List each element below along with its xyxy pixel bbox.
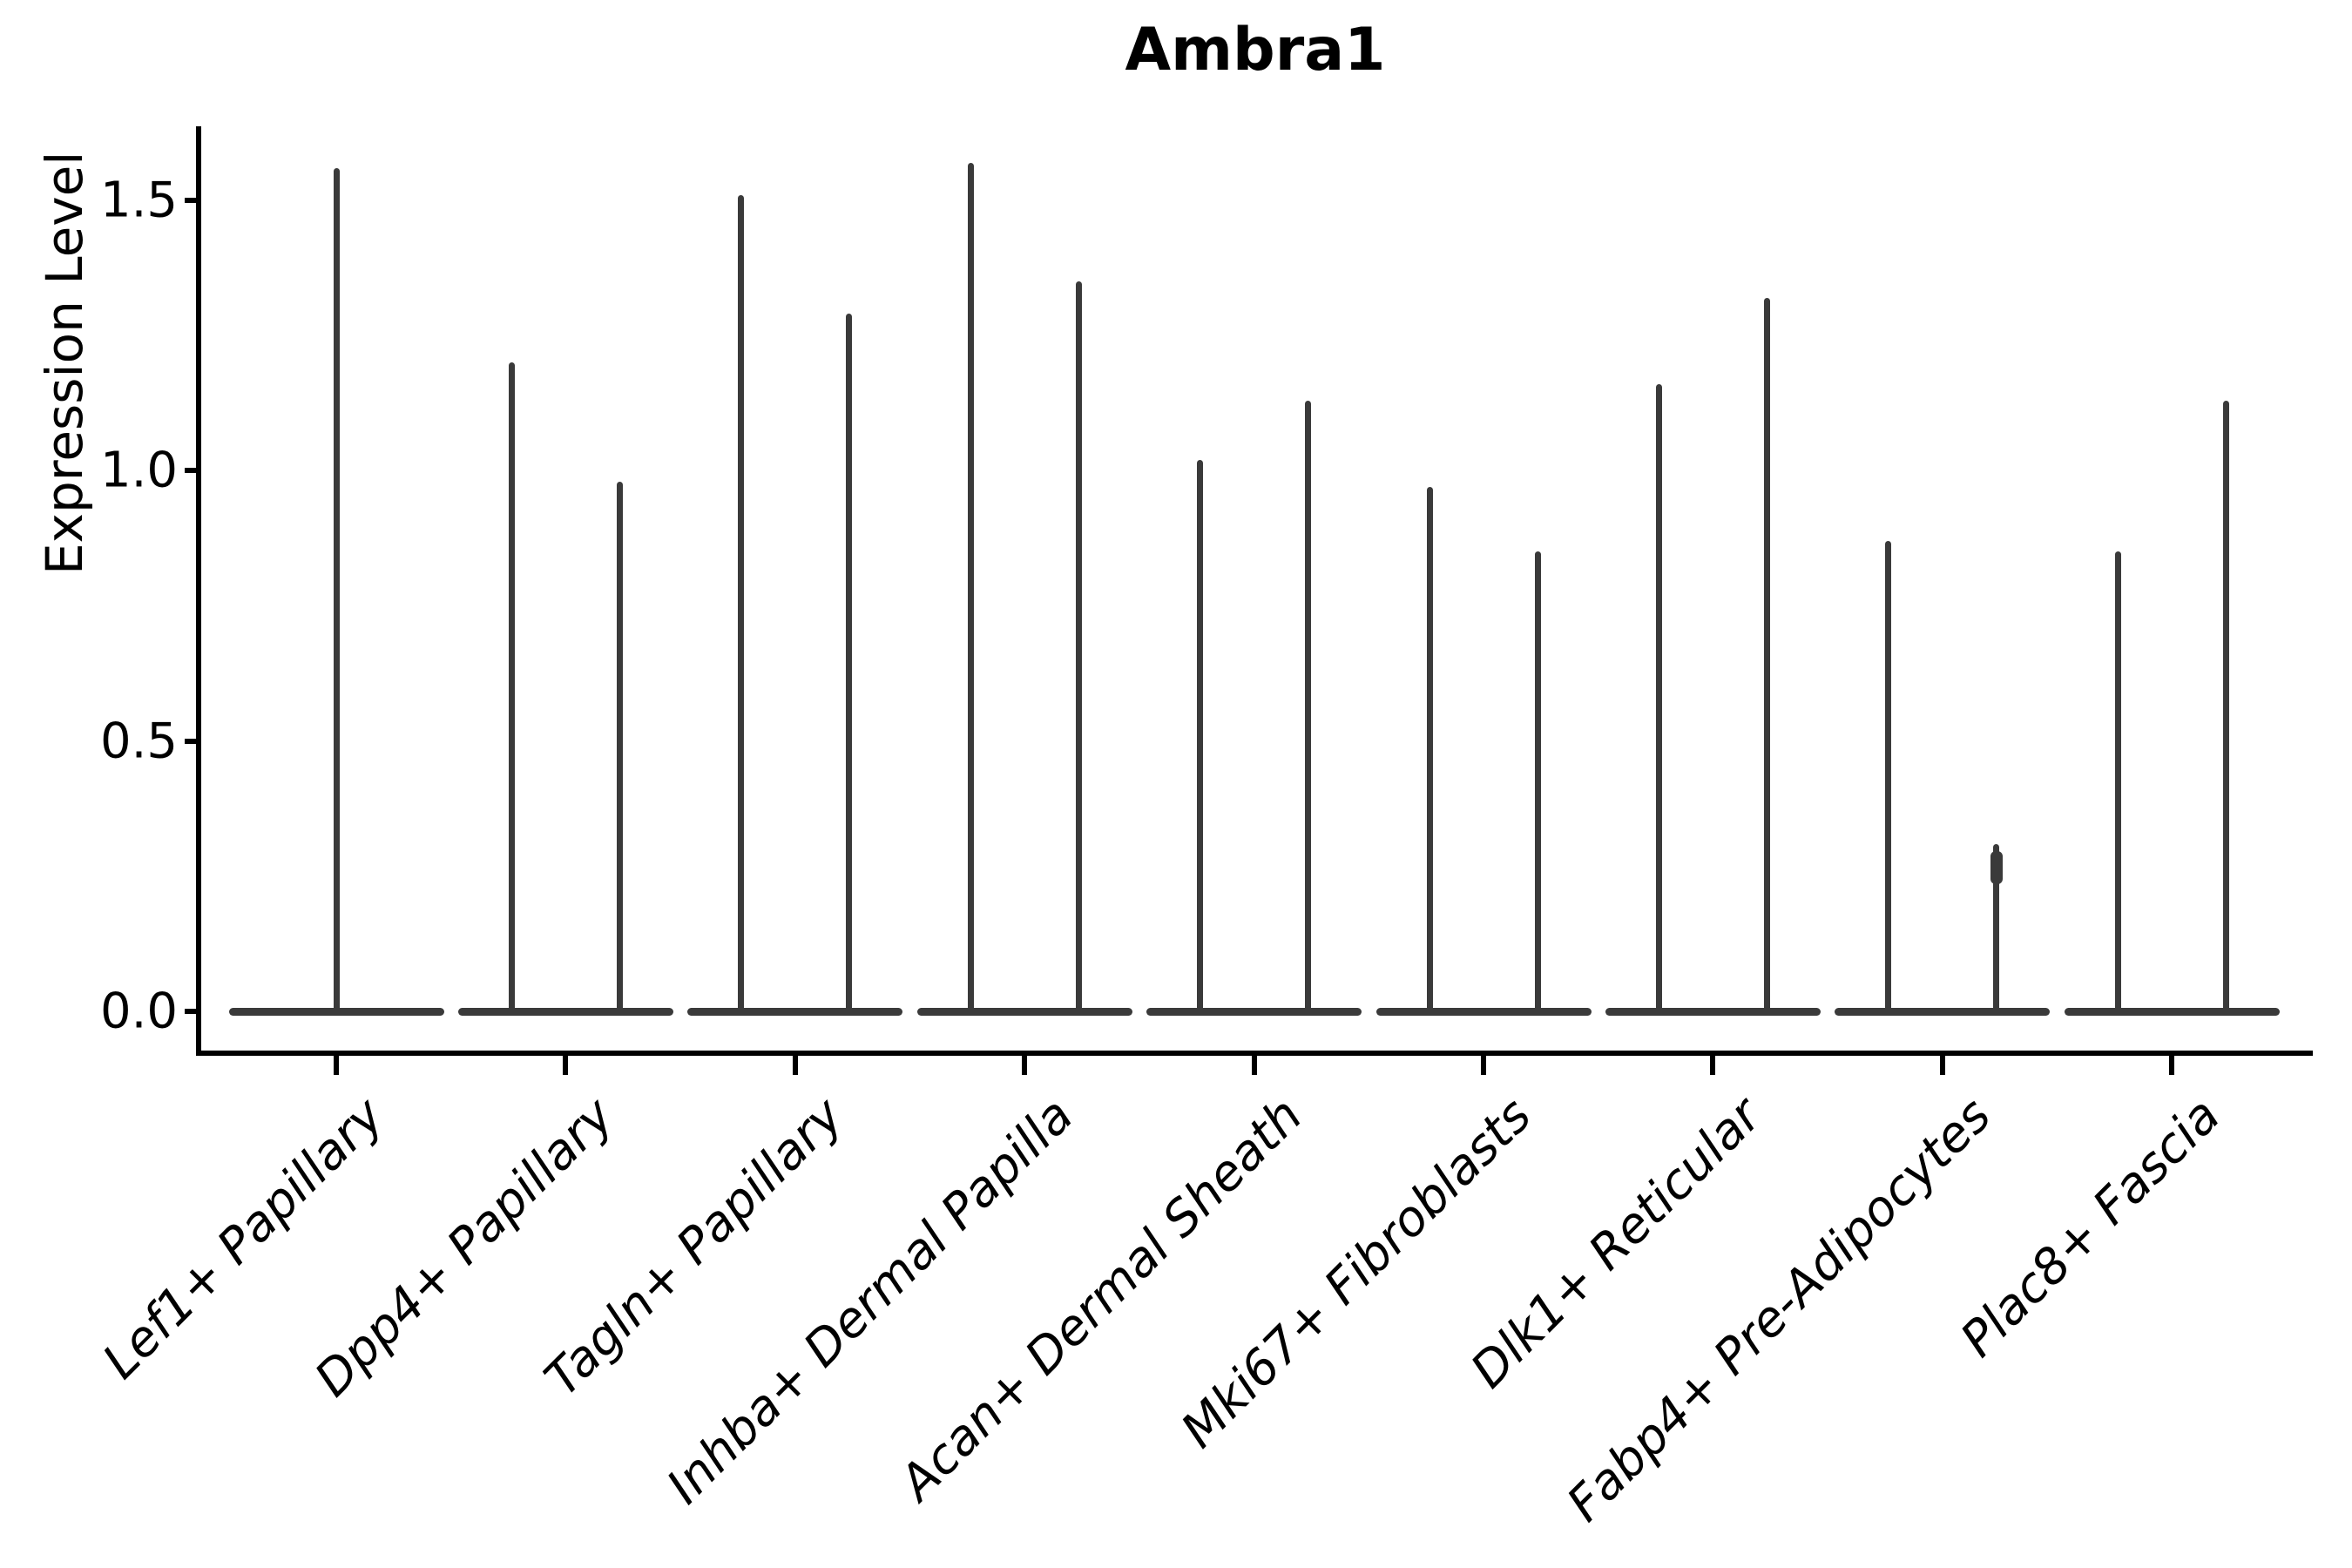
x-axis-category-label: Acan+ Dermal Sheath [889, 1087, 1314, 1511]
expression-point-marker [1990, 850, 2003, 884]
x-tick-mark [334, 1056, 339, 1075]
violin-spike [1655, 383, 1662, 1015]
y-tick-label: 1.0 [99, 442, 178, 499]
x-axis-category-label: Fabp4+ Pre-Adipocytes [1556, 1087, 2002, 1533]
violin-baseline [2064, 1007, 2280, 1016]
violin-spike [738, 194, 745, 1015]
violin-spike [1993, 843, 2000, 1015]
y-tick-label: 1.5 [99, 172, 178, 229]
violin-spike [2222, 400, 2229, 1015]
x-axis-category-label: Inhba+ Dermal Papilla [656, 1087, 1085, 1516]
y-tick-mark [185, 197, 199, 203]
violin-spike [2114, 551, 2121, 1015]
x-tick-mark [1710, 1056, 1716, 1075]
y-tick-mark [185, 738, 199, 744]
violin-spike [1885, 540, 1892, 1015]
x-tick-mark [1251, 1056, 1257, 1075]
y-tick-mark [185, 468, 199, 474]
violin-spike [1197, 459, 1204, 1015]
violin-spike [1305, 400, 1312, 1015]
plot-title: Ambra1 [1125, 16, 1386, 84]
violin-baseline [916, 1007, 1132, 1016]
violin-baseline [457, 1007, 673, 1016]
violin-baseline [1605, 1007, 1821, 1016]
violin-baseline [687, 1007, 903, 1016]
violin-spike [508, 362, 515, 1015]
x-tick-mark [1939, 1056, 1945, 1075]
x-tick-mark [2169, 1056, 2175, 1075]
x-tick-mark [792, 1056, 798, 1075]
y-tick-mark [185, 1009, 199, 1014]
violin-baseline [1835, 1007, 2051, 1016]
violin-spike [1763, 297, 1770, 1015]
violin-spike [1534, 551, 1541, 1015]
violin-spike [1426, 486, 1433, 1015]
violin-spike [1075, 281, 1082, 1015]
x-axis-spine [196, 1051, 2313, 1056]
y-tick-label: 0.5 [99, 713, 178, 770]
violin-baseline [1146, 1007, 1362, 1016]
violin-spike [333, 167, 340, 1015]
x-tick-mark [1022, 1056, 1028, 1075]
violin-spike [616, 481, 623, 1015]
x-tick-mark [563, 1056, 569, 1075]
y-tick-label: 0.0 [99, 983, 178, 1040]
y-axis-spine [196, 126, 201, 1056]
violin-spike [846, 314, 853, 1015]
violin-spike [967, 162, 974, 1015]
violin-baseline [1375, 1007, 1592, 1016]
x-tick-mark [1481, 1056, 1486, 1075]
